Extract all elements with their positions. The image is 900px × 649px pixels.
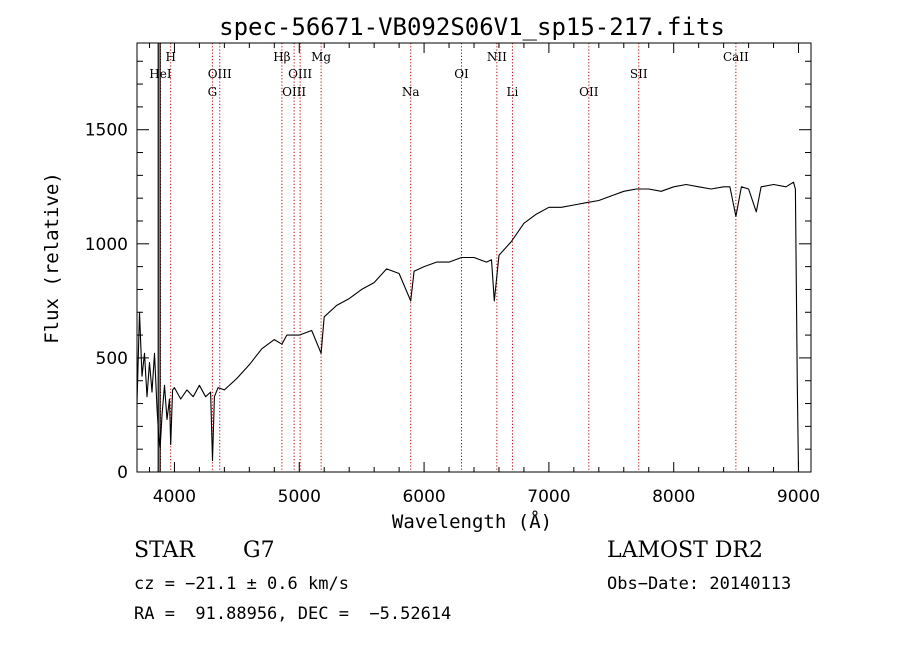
line-label: H [165, 50, 175, 64]
obs-date: Obs−Date: 20140113 [607, 574, 792, 594]
x-tick-label: 4000 [153, 487, 196, 507]
line-label: SII [630, 67, 648, 81]
line-label: Na [402, 85, 420, 99]
x-axis: 4000 5000 6000 7000 8000 9000 [148, 43, 820, 507]
y-tick-label: 1000 [85, 235, 128, 255]
object-subclass: G7 [243, 538, 275, 563]
y-tick-label: 0 [117, 463, 128, 483]
x-tick-label: 7000 [527, 487, 570, 507]
x-tick-label: 9000 [777, 487, 820, 507]
line-label: G [208, 85, 218, 99]
strong-lines [157, 43, 161, 472]
y-axis-label: Flux (relative) [41, 172, 63, 344]
line-label: OIII [282, 85, 306, 99]
line-labels: HeI H OIII G Hβ OIII OIII Mg Na OI NII Li OII SII CaII [149, 50, 749, 99]
line-label: OII [579, 85, 599, 99]
line-label: NII [487, 50, 507, 64]
line-label: OIII [208, 67, 232, 81]
line-label: Hβ [273, 50, 290, 64]
line-label: OIII [288, 67, 312, 81]
y-axis: 0 500 1000 1500 [85, 60, 811, 483]
survey-name: LAMOST DR2 [607, 538, 763, 563]
redshift-cz: cz = −21.1 ± 0.6 km/s [134, 574, 349, 594]
spectrum-line [136, 181, 800, 473]
y-tick-label: 1500 [85, 121, 128, 141]
chart-title: spec-56671-VB092S06V1_sp15-217.fits [219, 13, 725, 41]
object-class: STAR [134, 538, 195, 563]
x-tick-label: 5000 [278, 487, 321, 507]
line-label: CaII [723, 50, 749, 64]
line-label: OI [454, 67, 469, 81]
x-tick-label: 6000 [402, 487, 445, 507]
line-markers [159, 43, 737, 472]
line-label: Li [507, 85, 519, 99]
line-label: Mg [311, 50, 331, 64]
x-axis-label: Wavelength (Å) [392, 510, 552, 533]
y-tick-label: 500 [96, 349, 128, 369]
coordinates: RA = 91.88956, DEC = −5.52614 [134, 604, 452, 624]
line-label: HeI [149, 67, 172, 81]
x-tick-label: 8000 [652, 487, 695, 507]
